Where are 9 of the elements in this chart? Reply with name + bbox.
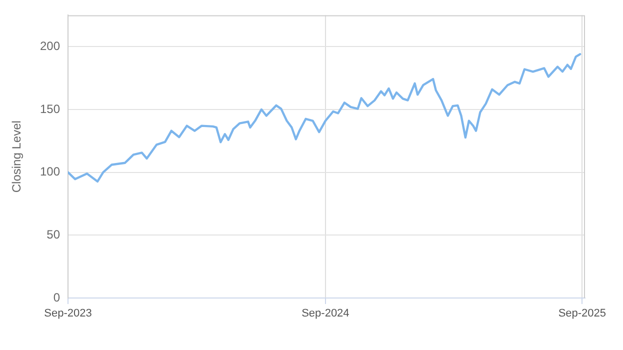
y-tick-label: 200	[40, 38, 60, 53]
y-tick-label: 150	[40, 102, 60, 116]
x-tick-label: Sep-2024	[302, 308, 350, 320]
y-tick-label: 50	[46, 227, 60, 242]
y-tick-label: 100	[40, 164, 60, 179]
y-axis-title: Closing Level	[10, 120, 24, 193]
x-tick-label: Sep-2023	[44, 308, 92, 320]
y-tick-label: 0	[53, 290, 60, 304]
x-tick-label: Sep-2025	[558, 308, 606, 320]
